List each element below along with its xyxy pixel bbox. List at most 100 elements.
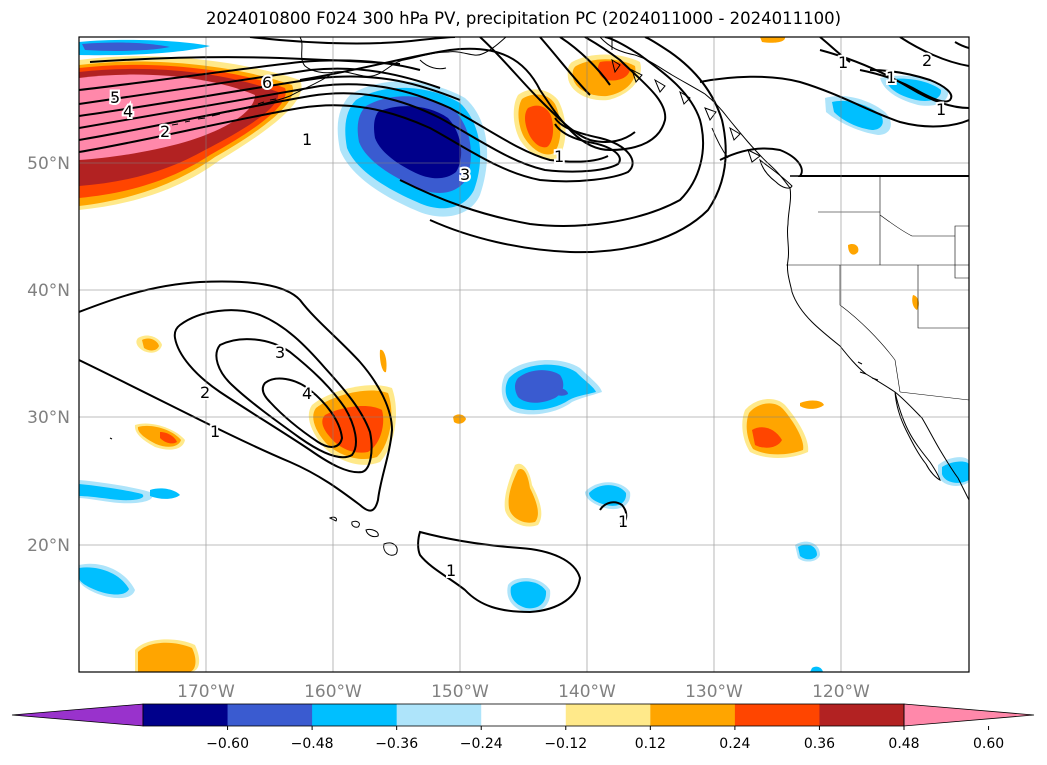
pv-contour-line: [539, 37, 591, 96]
colorbar-segment: [734, 704, 820, 726]
lat-label: 30°N: [27, 408, 70, 428]
pv-contour-line: [479, 37, 636, 143]
contour-label: 2: [922, 51, 932, 70]
pv-contour-line: [79, 104, 634, 183]
pv-contour-line: [261, 377, 344, 448]
precip-positive-region: [508, 469, 538, 523]
alaska-peninsula: [261, 74, 331, 105]
colorbar-tick-label: −0.24: [460, 736, 503, 752]
pv-contour-line: [954, 41, 969, 49]
contour-label: 5: [110, 88, 120, 107]
precip-positive-region: [912, 295, 919, 310]
precip-positive-region: [160, 432, 177, 444]
colorbar-border: [142, 703, 905, 727]
precip-negative-region: [79, 567, 129, 595]
map-frame: [78, 36, 970, 673]
lon-label: 160°W: [304, 682, 362, 702]
contour-label: 1: [446, 561, 456, 580]
lon-label: 150°W: [431, 682, 489, 702]
pv-contour-line: [699, 75, 969, 128]
pv-contour-line: [819, 37, 851, 63]
alaska-coast: [299, 37, 507, 77]
precip-positive-region: [800, 400, 824, 409]
state-border: [899, 391, 969, 401]
precip-negative-region: [82, 42, 170, 51]
lon-label: 120°W: [812, 682, 870, 702]
pv-contour-line: [859, 69, 953, 103]
pv-contour-line: [417, 530, 582, 614]
latitude-labels: 50°N 40°N 30°N 20°N: [27, 154, 70, 556]
contour-label: 1: [554, 147, 564, 166]
colorbar-tick-label: 0.36: [804, 736, 835, 752]
colorbar-segment: [312, 704, 398, 726]
precip-positive-region: [525, 105, 554, 148]
colorbar-tick-label: −0.60: [206, 736, 249, 752]
precip-positive-region: [760, 37, 786, 43]
alaska-kenai: [419, 59, 447, 70]
colorbar-tick-label: 0.12: [635, 736, 666, 752]
precip-positive-region: [848, 243, 859, 255]
precipitation-shading: [79, 37, 969, 672]
contour-label: 1: [936, 100, 946, 119]
pv-contour-line: [215, 338, 357, 459]
precip-negative-region: [515, 370, 564, 403]
lon-label: 140°W: [558, 682, 616, 702]
hawaiian-islands: [109, 437, 398, 556]
contour-label: 2: [200, 383, 210, 402]
colorbar-segment: [565, 704, 651, 726]
contour-label: 3: [460, 165, 470, 184]
graticule: [79, 37, 969, 672]
colorbar-tick-label: −0.12: [544, 736, 587, 752]
precip-negative-region: [942, 461, 969, 483]
pv-contour-line: [173, 309, 373, 474]
state-border: [818, 211, 955, 237]
contour-label: 1: [302, 130, 312, 149]
us-west-coast: [786, 187, 969, 501]
longitude-labels: 170°W 160°W 150°W 140°W 130°W 120°W: [177, 682, 870, 702]
lon-label: 170°W: [177, 682, 235, 702]
lat-label: 50°N: [27, 154, 70, 174]
pv-contour-line: [719, 147, 969, 177]
pv-contour-line: [899, 37, 969, 67]
precip-negative-region: [810, 666, 823, 672]
map-panel: 6 5 4 2 1 3 3 4 2 1 1 1 1 2 1 1 1: [79, 37, 969, 672]
precip-positive-region: [379, 349, 387, 373]
precip-negative-region: [374, 106, 462, 179]
pv-contour-line: [299, 37, 667, 152]
precip-positive-region: [142, 338, 159, 351]
precip-positive-region: [322, 405, 384, 453]
colorbar-segment: [481, 704, 567, 726]
lon-label: 130°W: [685, 682, 743, 702]
precip-positive-region: [598, 61, 630, 81]
pv-contour-line: [89, 56, 401, 65]
figure-title: 2024010800 F024 300 hPa PV, precipitatio…: [205, 9, 842, 28]
contour-label: 4: [302, 384, 312, 403]
colorbar-tick-label: −0.36: [375, 736, 418, 752]
contour-label: 2: [160, 122, 170, 141]
colorbar-segment: [396, 704, 482, 726]
precip-negative-region: [589, 485, 627, 506]
precip-positive-region: [138, 642, 196, 672]
colorbar-extend-high: [903, 703, 1035, 727]
vancouver-island: [759, 158, 793, 189]
precip-positive-region: [752, 427, 782, 448]
colorbar-tick-label: −0.48: [291, 736, 334, 752]
colorbar-tick-label: 0.24: [719, 736, 750, 752]
precip-negative-region: [150, 488, 180, 499]
pv-contour-line: [559, 37, 611, 86]
pv-contour-labels: 6 5 4 2 1 3 3 4 2 1 1 1 1 2 1 1 1: [108, 49, 948, 582]
colorbar-tick-label: 0.48: [888, 736, 919, 752]
pv-contour-line: [79, 75, 461, 117]
contour-label: 1: [618, 512, 628, 531]
colorbar-segment: [143, 704, 229, 726]
contour-label: 1: [886, 68, 896, 87]
precip-negative-region: [552, 387, 568, 396]
colorbar-tick-label: 0.60: [973, 736, 1004, 752]
precip-negative-region: [832, 100, 883, 130]
lat-label: 20°N: [27, 536, 70, 556]
colorbar-segment: [227, 704, 313, 726]
pv-contour-line: [599, 501, 628, 525]
precip-negative-region: [510, 581, 547, 609]
pv-contour-line: [79, 67, 441, 105]
